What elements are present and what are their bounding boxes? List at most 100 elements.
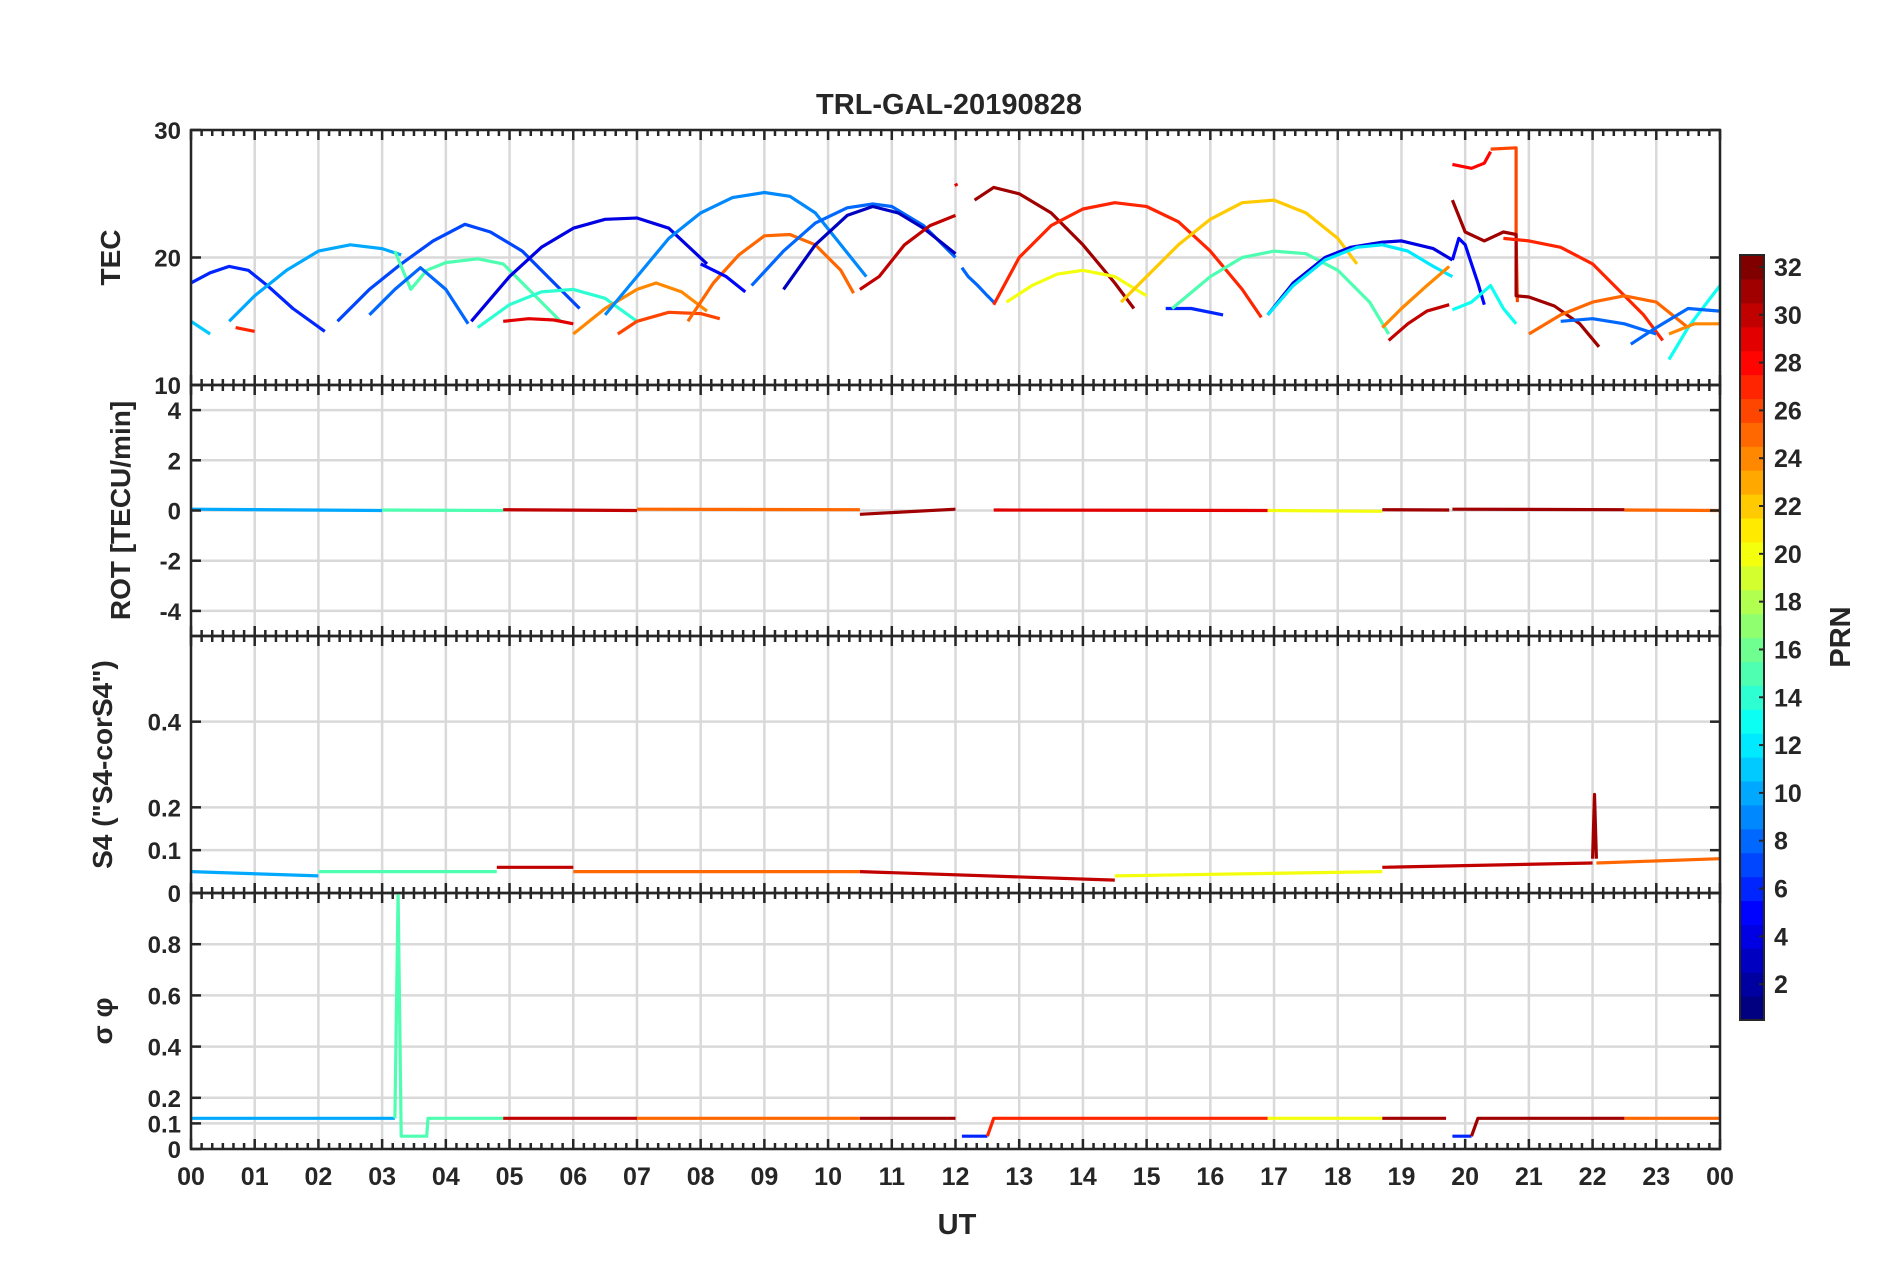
x-tick-label: 06 — [559, 1163, 587, 1191]
y-tick-label: 0.6 — [148, 983, 181, 1010]
series-line-prn-20 — [1005, 268, 1148, 304]
y-tick-label: 0.4 — [148, 710, 182, 737]
y-tick-label: 20 — [154, 246, 181, 273]
colorbar-segment — [1740, 374, 1764, 400]
series-line-prn-30 — [859, 870, 1115, 882]
series-line-prn-28 — [1452, 150, 1493, 170]
x-tick-label: 05 — [496, 1163, 524, 1191]
series-line-prn-10 — [191, 870, 319, 878]
x-tick-label: 11 — [879, 1163, 906, 1191]
series-line-prn-27 — [992, 201, 1263, 319]
x-tick-label: 15 — [1133, 1163, 1161, 1191]
x-tick-label: 01 — [241, 1163, 269, 1191]
series-line-prn-4 — [1266, 239, 1454, 316]
panel-s4: 0 0.1 0.2 0.4 S4 ("S4-corS4") — [87, 634, 1722, 908]
y-tick-label: 0.4 — [148, 1035, 182, 1062]
colorbar-segment — [1740, 948, 1764, 973]
colorbar-segment — [1740, 422, 1764, 447]
x-tick-label: 00 — [177, 1163, 205, 1191]
x-tick-label: 07 — [623, 1163, 651, 1191]
series-line-prn-29 — [954, 182, 959, 187]
series-line-prn-29 — [993, 508, 1268, 513]
x-tick-label: 04 — [432, 1163, 460, 1191]
series-line-prn-8 — [960, 266, 995, 304]
series-line-prn-25 — [1624, 508, 1720, 513]
series-line-prn-30 — [859, 213, 957, 291]
colorbar-segment — [1740, 661, 1764, 686]
colorbar-tick-label: 12 — [1774, 732, 1802, 760]
series-line-prn-30 — [1387, 303, 1450, 342]
x-tick-label: 12 — [942, 1163, 970, 1191]
series-line-prn-24 — [1381, 265, 1451, 329]
y-axis-label: σ φ — [87, 998, 118, 1045]
series-line-prn-26 — [1490, 146, 1519, 303]
colorbar-tick-label: 26 — [1774, 397, 1802, 425]
x-tick-label: 08 — [687, 1163, 715, 1191]
series-line-prn-13 — [1667, 284, 1720, 361]
series-line-prn-6 — [191, 264, 326, 333]
colorbar-tick-label: 32 — [1774, 254, 1802, 282]
colorbar-tick-label: 14 — [1774, 684, 1802, 712]
series-line-prn-25 — [1596, 857, 1720, 865]
series-group — [191, 792, 1720, 882]
y-tick-label: 10 — [154, 373, 181, 400]
x-tick-label: 00 — [1706, 1163, 1734, 1191]
x-tick-label: 03 — [368, 1163, 396, 1191]
y-tick-label: -4 — [160, 599, 182, 626]
colorbar-tick-label: 8 — [1774, 828, 1788, 856]
x-tick-label: 17 — [1260, 1163, 1288, 1191]
panel-rot: -4 -2 0 2 4 ROT [TECU/min] — [105, 383, 1722, 638]
chart-title: TRL-GAL-20190828 — [816, 89, 1082, 121]
series-line-prn-29 — [503, 317, 574, 326]
y-axis-label: ROT [TECU/min] — [105, 401, 136, 620]
colorbar-tick-label: 20 — [1774, 541, 1802, 569]
series-line-prn-24 — [572, 281, 708, 336]
series-line-prn-4 — [470, 216, 709, 323]
series-line-prn-15 — [393, 250, 562, 323]
colorbar-tick-label: 28 — [1774, 350, 1802, 378]
colorbar-segment — [1740, 709, 1764, 734]
colorbar-segment — [1740, 852, 1764, 878]
series-group — [191, 507, 1720, 516]
colorbar-tick-label: 22 — [1774, 493, 1802, 521]
series-line-prn-11 — [191, 319, 211, 336]
y-tick-label: 0 — [168, 1137, 181, 1164]
x-axis-label: UT — [938, 1209, 977, 1241]
series-line-prn-30 — [503, 508, 638, 513]
y-tick-label: 0 — [168, 499, 181, 526]
x-tick-label: 14 — [1069, 1163, 1097, 1191]
series-line-prn-31 — [1450, 199, 1601, 348]
x-tick-label: 16 — [1196, 1163, 1224, 1191]
colorbar-segment — [1740, 517, 1764, 543]
series-line-prn-5 — [699, 262, 747, 294]
series-line-prn-31 — [1469, 1116, 1625, 1137]
x-tick-label: 02 — [305, 1163, 333, 1191]
series-line-prn-3 — [782, 204, 957, 291]
y-tick-label: 30 — [154, 118, 181, 145]
colorbar-segment — [1740, 996, 1764, 1021]
series-line-prn-7 — [336, 222, 581, 323]
colorbar-tick-label: 10 — [1774, 780, 1802, 808]
series-line-prn-20 — [1114, 870, 1383, 878]
series-line-prn-15 — [393, 893, 504, 1138]
y-tick-label: 2 — [168, 448, 181, 475]
panel-frame — [189, 891, 1722, 1151]
series-line-prn-31 — [1452, 507, 1625, 512]
colorbar-segment — [1740, 900, 1764, 925]
series-line-prn-20 — [1267, 508, 1383, 513]
series-line-prn-25 — [636, 507, 860, 512]
series-line-prn-31 — [1591, 792, 1598, 859]
x-tick-label: 21 — [1515, 1163, 1543, 1191]
series-line-prn-14 — [476, 287, 638, 329]
series-line-prn-24 — [1668, 322, 1720, 336]
series-line-prn-27 — [985, 1116, 1268, 1137]
colorbar-tick-label: 2 — [1774, 971, 1788, 999]
colorbar-segment — [1740, 326, 1764, 352]
series-line-prn-5 — [1450, 236, 1486, 306]
series-line-prn-8 — [1629, 306, 1720, 346]
colorbar-segment — [1740, 757, 1764, 782]
series-line-prn-25 — [686, 232, 855, 323]
